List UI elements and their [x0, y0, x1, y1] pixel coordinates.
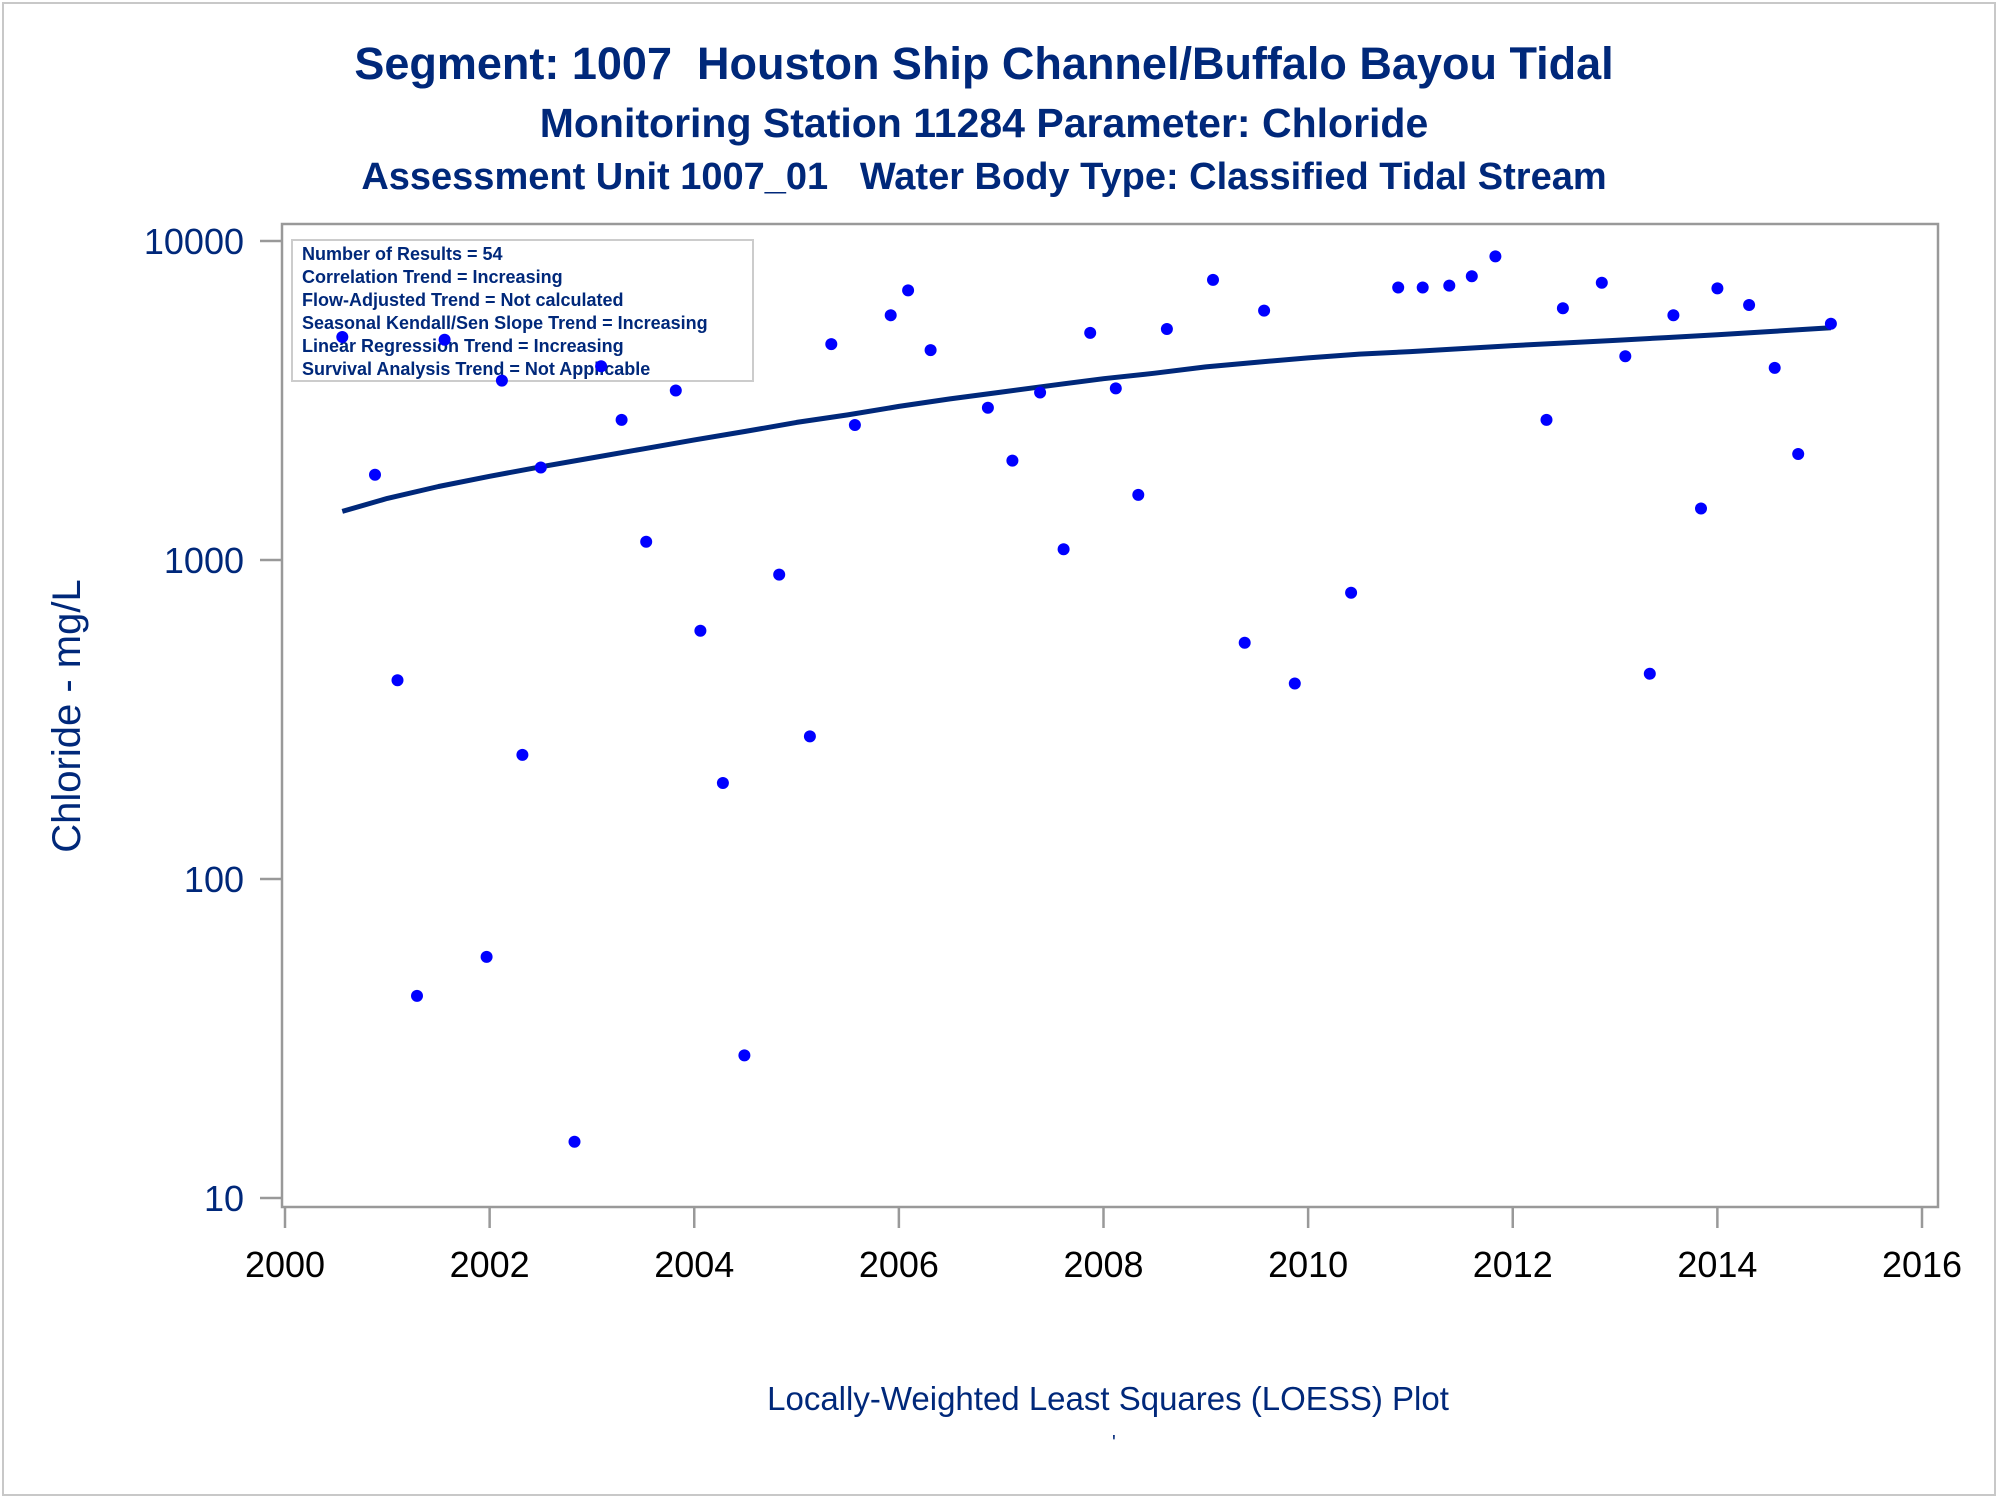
- data-point: [516, 748, 529, 761]
- data-point: [1109, 382, 1122, 395]
- data-point: [1711, 282, 1724, 295]
- data-point: [1824, 317, 1837, 330]
- legend-entry: Linear Regression Trend = Increasing: [302, 336, 624, 356]
- legend-entry: Survival Analysis Trend = Not Applicable: [302, 359, 650, 379]
- data-point: [1160, 323, 1173, 335]
- x-tick-label: 2002: [450, 1244, 530, 1285]
- data-point: [1595, 276, 1608, 289]
- legend-entry: Flow-Adjusted Trend = Not calculated: [302, 290, 624, 310]
- y-axis: 10 100 1000 10000: [144, 221, 282, 1219]
- data-point: [1619, 350, 1632, 363]
- data-point: [902, 284, 915, 297]
- y-tick-label: 1000: [164, 540, 244, 581]
- data-point: [1084, 326, 1097, 339]
- y-axis-label: Chloride - mg/L: [45, 579, 89, 852]
- data-point: [1695, 502, 1707, 515]
- data-point: [716, 777, 729, 789]
- data-point: [1392, 281, 1405, 294]
- data-point: [480, 950, 493, 963]
- legend-box: [291, 239, 754, 382]
- data-point: [803, 730, 816, 743]
- legend: Number of Results = 54 Correlation Trend …: [291, 239, 754, 382]
- y-tick-label: 10000: [144, 221, 244, 262]
- data-point: [669, 384, 682, 397]
- data-point: [369, 468, 381, 481]
- data-point: [738, 1049, 751, 1062]
- data-point: [1556, 302, 1569, 315]
- data-point: [640, 535, 653, 548]
- data-point: [884, 309, 897, 322]
- x-tick-label: 2008: [1063, 1244, 1143, 1285]
- data-point: [411, 989, 423, 1002]
- data-point: [773, 568, 786, 581]
- data-point: [534, 461, 547, 474]
- data-point: [1443, 279, 1456, 292]
- data-point: [981, 401, 994, 414]
- chart-title: Segment: 1007 Houston Ship Channel/Buffa…: [354, 38, 1614, 89]
- loess-trend-line: [341, 325, 1832, 514]
- x-tick-label: 2016: [1882, 1244, 1962, 1285]
- data-point: [848, 419, 861, 431]
- data-point: [568, 1135, 581, 1148]
- data-point: [825, 338, 838, 351]
- data-point: [1057, 543, 1070, 556]
- data-point: [1288, 677, 1301, 690]
- data-point: [391, 674, 404, 687]
- data-point: [1207, 273, 1219, 286]
- loess-trend: [341, 325, 1832, 514]
- data-point: [1465, 270, 1478, 283]
- data-point: [1489, 250, 1502, 263]
- data-point: [1768, 361, 1781, 374]
- data-point: [336, 331, 349, 343]
- data-point: [1540, 413, 1553, 426]
- data-point: [1132, 488, 1145, 501]
- data-point: [595, 360, 608, 373]
- data-point: [1034, 386, 1047, 399]
- x-tick-label: 2004: [654, 1244, 734, 1285]
- plot-footnote: Locally-Weighted Least Squares (LOESS) P…: [767, 1380, 1449, 1417]
- data-point: [1792, 448, 1805, 460]
- data-point: [1643, 667, 1656, 680]
- x-tick-label: 2014: [1677, 1244, 1757, 1285]
- legend-entry: Number of Results = 54: [302, 244, 503, 264]
- x-tick-label: 2006: [859, 1244, 939, 1285]
- x-tick-label: 2012: [1473, 1244, 1553, 1285]
- legend-entry: Seasonal Kendall/Sen Slope Trend = Incre…: [302, 313, 708, 333]
- footnote-mark: ': [1112, 1432, 1116, 1454]
- x-tick-label: 2010: [1268, 1244, 1348, 1285]
- y-tick-label: 100: [184, 859, 244, 900]
- data-point: [1006, 454, 1019, 467]
- data-point: [1345, 586, 1358, 599]
- data-point: [1743, 299, 1756, 311]
- chart-subtitle-station: Monitoring Station 11284 Parameter: Chlo…: [539, 100, 1429, 146]
- data-point: [1416, 281, 1429, 294]
- legend-entry: Correlation Trend = Increasing: [302, 267, 563, 287]
- data-point: [1667, 309, 1680, 322]
- data-points: [336, 250, 1837, 1148]
- x-axis: 2000 2002 2004 2006 2008 2010 2012 2014 2016: [245, 1207, 1962, 1285]
- y-tick-label: 10: [204, 1178, 244, 1219]
- data-point: [1258, 304, 1271, 317]
- data-point: [924, 344, 937, 357]
- data-point: [495, 374, 508, 387]
- data-point: [615, 413, 628, 426]
- data-point: [438, 333, 451, 346]
- plot-area: [280, 222, 1940, 1209]
- chart-subtitle-assessment: Assessment Unit 1007_01 Water Body Type:…: [361, 156, 1607, 198]
- data-point: [1238, 636, 1251, 649]
- x-tick-label: 2000: [245, 1244, 325, 1285]
- data-point: [694, 624, 707, 637]
